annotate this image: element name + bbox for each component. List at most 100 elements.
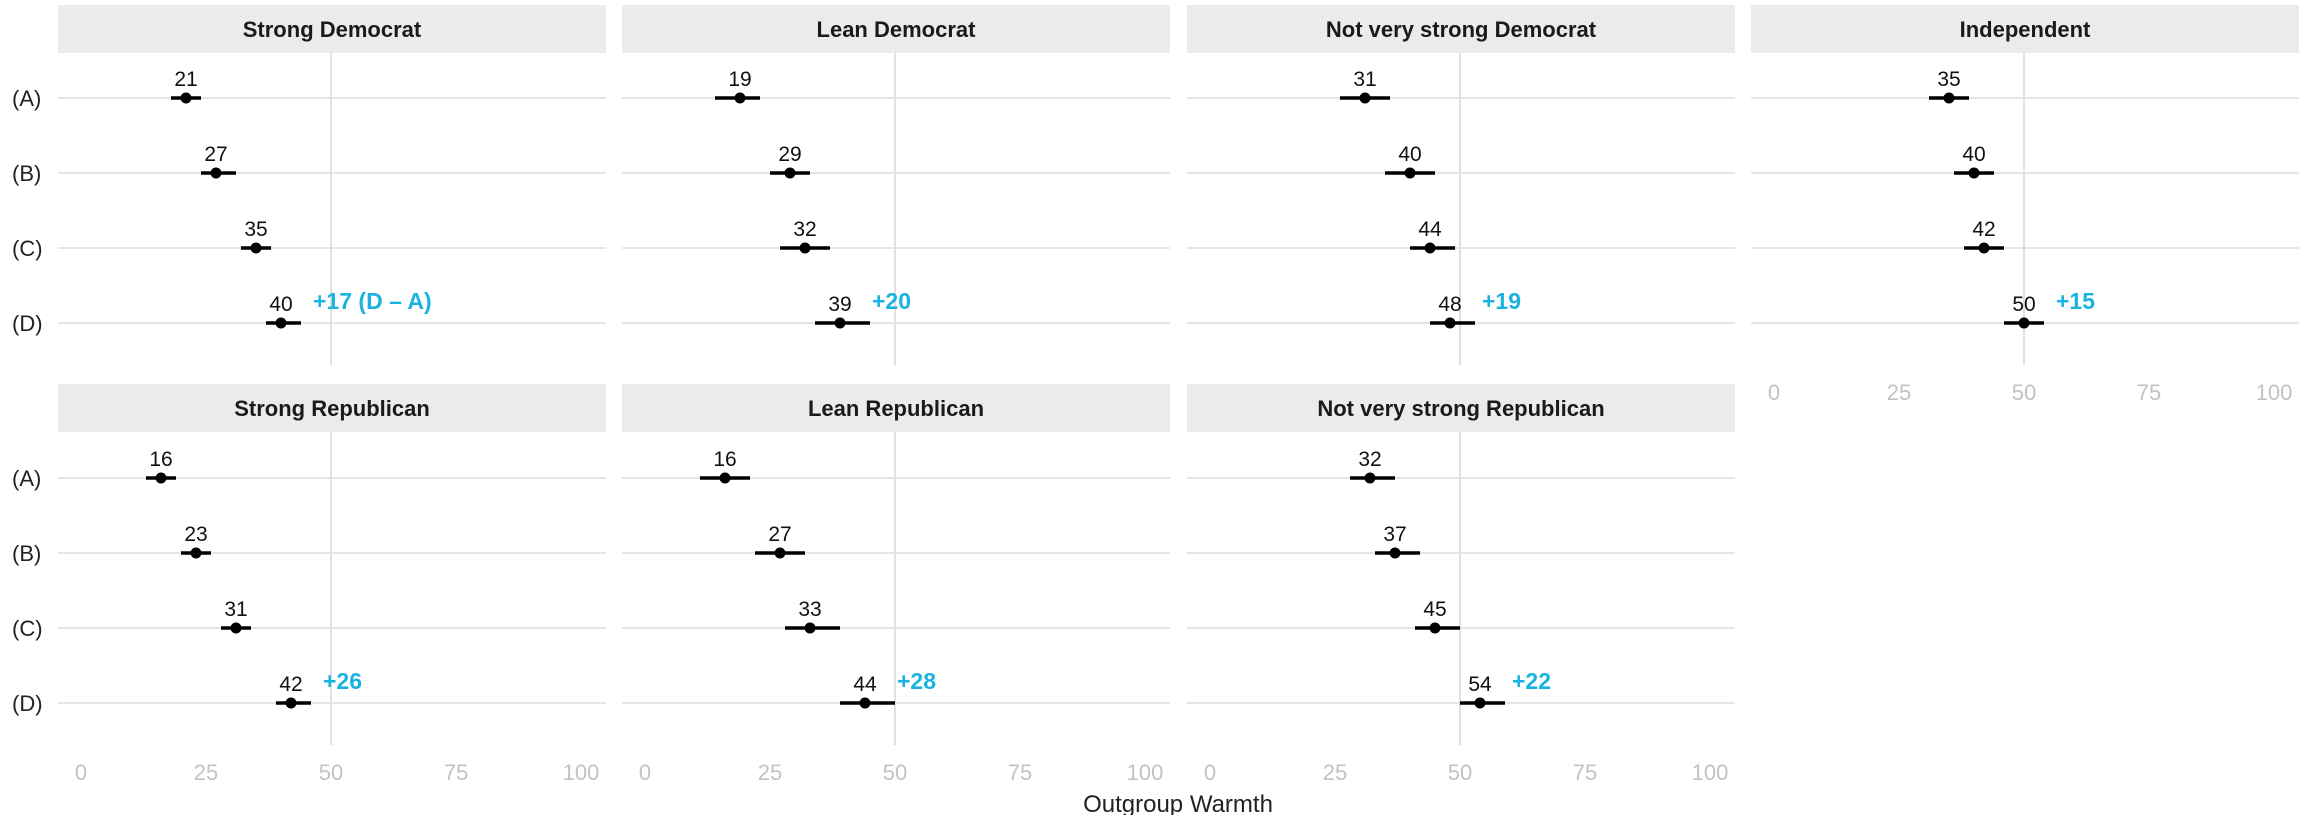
facet-strip	[58, 384, 606, 432]
point-estimate	[799, 242, 811, 254]
value-label: 42	[1972, 218, 1995, 241]
x-tick-label: 0	[1768, 380, 1780, 405]
point-estimate	[784, 167, 796, 179]
point-estimate	[275, 317, 287, 329]
x-tick-label: 75	[2137, 380, 2161, 405]
value-label: 23	[184, 523, 207, 546]
x-tick-label: 100	[1127, 760, 1164, 785]
facet-title: Lean Republican	[808, 396, 984, 421]
value-label: 40	[269, 293, 292, 316]
point-estimate	[285, 697, 297, 709]
point-estimate	[1978, 242, 1990, 254]
value-label: 31	[224, 598, 247, 621]
facet-strip	[622, 384, 1170, 432]
facet-title: Strong Republican	[234, 396, 430, 421]
point-estimate	[1404, 167, 1416, 179]
x-tick-label: 50	[1448, 760, 1472, 785]
x-tick-label: 25	[758, 760, 782, 785]
value-label: 39	[828, 293, 851, 316]
value-label: 16	[149, 448, 172, 471]
facet-title: Not very strong Republican	[1317, 396, 1604, 421]
difference-label: +19	[1482, 288, 1521, 314]
x-tick-label: 25	[1887, 380, 1911, 405]
difference-label: +26	[323, 668, 362, 694]
x-tick-label: 50	[2012, 380, 2036, 405]
x-tick-label: 50	[883, 760, 907, 785]
y-category-label: (D)	[12, 311, 43, 336]
value-label: 33	[798, 598, 821, 621]
point-estimate	[155, 472, 167, 484]
point-estimate	[1474, 697, 1486, 709]
value-label: 42	[279, 673, 302, 696]
point-estimate	[859, 697, 871, 709]
x-tick-label: 100	[563, 760, 600, 785]
point-estimate	[210, 167, 222, 179]
point-estimate	[230, 622, 242, 634]
value-label: 35	[1937, 68, 1960, 91]
y-category-label: (B)	[12, 541, 41, 566]
facet-title: Not very strong Democrat	[1326, 17, 1597, 42]
point-estimate	[1943, 92, 1955, 104]
value-label: 54	[1468, 673, 1492, 696]
value-label: 37	[1383, 523, 1406, 546]
value-label: 44	[1418, 218, 1442, 241]
facet-title: Lean Democrat	[817, 17, 977, 42]
point-estimate	[250, 242, 262, 254]
value-label: 50	[2012, 293, 2035, 316]
value-label: 32	[1358, 448, 1381, 471]
x-tick-label: 0	[75, 760, 87, 785]
y-category-label: (B)	[12, 161, 41, 186]
x-tick-label: 0	[1204, 760, 1216, 785]
difference-label: +20	[872, 288, 911, 314]
facet-title: Independent	[1960, 17, 2091, 42]
difference-label: +17 (D – A)	[313, 288, 432, 314]
point-estimate	[1968, 167, 1980, 179]
point-estimate	[190, 547, 202, 559]
point-estimate	[1364, 472, 1376, 484]
value-label: 40	[1398, 143, 1421, 166]
facet-strip	[1187, 5, 1735, 53]
point-estimate	[1359, 92, 1371, 104]
value-label: 48	[1438, 293, 1461, 316]
value-label: 27	[768, 523, 791, 546]
x-axis-title: Outgroup Warmth	[1083, 791, 1273, 815]
y-category-label: (C)	[12, 236, 43, 261]
x-tick-label: 100	[1692, 760, 1729, 785]
point-estimate	[1424, 242, 1436, 254]
y-category-label: (D)	[12, 691, 43, 716]
y-category-label: (C)	[12, 616, 43, 641]
value-label: 35	[244, 218, 267, 241]
facet-title: Strong Democrat	[243, 17, 422, 42]
value-label: 27	[204, 143, 227, 166]
value-label: 44	[853, 673, 877, 696]
point-estimate	[2018, 317, 2030, 329]
point-estimate	[804, 622, 816, 634]
difference-label: +22	[1512, 668, 1551, 694]
value-label: 32	[793, 218, 816, 241]
facet-strip	[58, 5, 606, 53]
value-label: 16	[713, 448, 736, 471]
x-tick-label: 100	[2256, 380, 2293, 405]
x-tick-label: 25	[1323, 760, 1347, 785]
point-estimate	[774, 547, 786, 559]
point-estimate	[1429, 622, 1441, 634]
x-tick-label: 75	[1573, 760, 1597, 785]
point-estimate	[180, 92, 192, 104]
facet-strip	[1187, 384, 1735, 432]
point-estimate	[834, 317, 846, 329]
x-tick-label: 75	[1008, 760, 1032, 785]
y-category-label: (A)	[12, 466, 41, 491]
point-estimate	[734, 92, 746, 104]
x-tick-label: 0	[639, 760, 651, 785]
point-estimate	[1389, 547, 1401, 559]
value-label: 21	[174, 68, 197, 91]
value-label: 19	[728, 68, 751, 91]
x-tick-label: 75	[444, 760, 468, 785]
value-label: 31	[1353, 68, 1376, 91]
point-estimate	[1444, 317, 1456, 329]
value-label: 29	[778, 143, 801, 166]
difference-label: +15	[2056, 288, 2095, 314]
value-label: 45	[1423, 598, 1446, 621]
